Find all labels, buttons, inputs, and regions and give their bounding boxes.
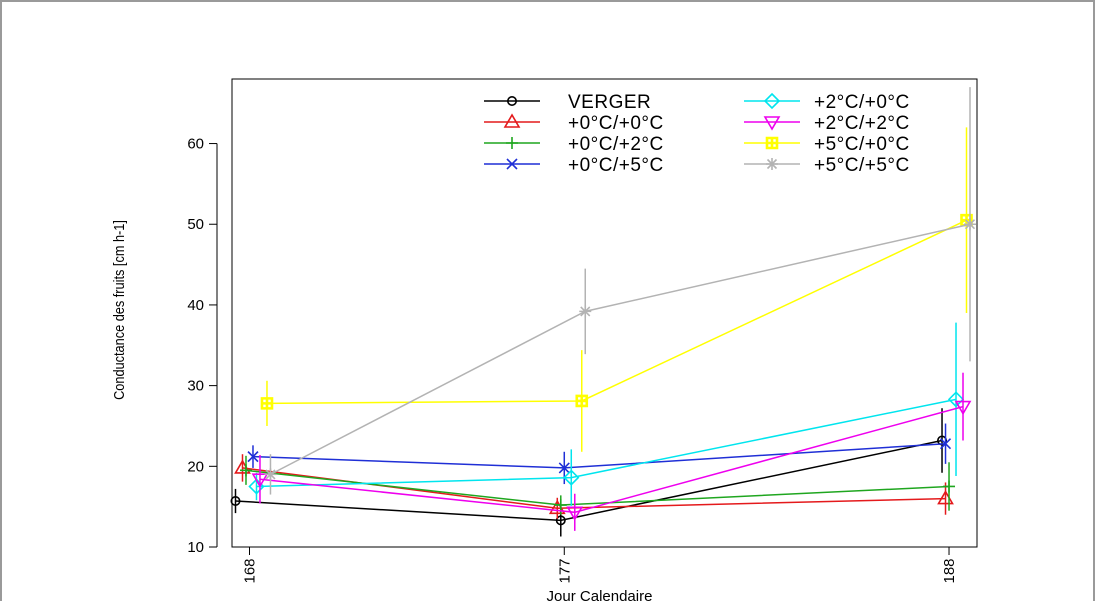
legend-label: +5°C/+5°C xyxy=(814,155,910,176)
legend-label: +0°C/+2°C xyxy=(568,134,664,155)
y-tick-label: 40 xyxy=(187,297,204,314)
data-point xyxy=(939,438,952,450)
series-line xyxy=(266,219,967,405)
legend-label: +5°C/+0°C xyxy=(814,134,910,155)
data-point xyxy=(563,469,580,486)
y-tick-label: 60 xyxy=(187,136,204,153)
legend-marker xyxy=(763,116,781,131)
series-7 xyxy=(264,87,977,495)
legend-item-1: +0°C/+0°C xyxy=(484,113,664,134)
series-5 xyxy=(251,372,972,531)
legend-marker xyxy=(506,137,518,149)
y-tick-label: 10 xyxy=(187,539,204,556)
data-point xyxy=(575,394,589,408)
legend-item-5: +2°C/+2°C xyxy=(744,113,910,134)
data-point xyxy=(251,473,269,488)
data-point xyxy=(954,400,972,416)
legend-item-3: +0°C/+5°C xyxy=(484,155,664,176)
data-point xyxy=(943,480,956,493)
x-tick-label: 177 xyxy=(556,558,573,583)
x-axis-title: Jour Calendaire xyxy=(547,588,653,603)
legend-item-7: +5°C/+5°C xyxy=(744,155,910,176)
series-2 xyxy=(239,455,956,515)
series-3 xyxy=(247,423,952,485)
legend-item-6: +5°C/+0°C xyxy=(744,134,910,155)
series-6 xyxy=(260,127,973,452)
series-line xyxy=(256,398,957,488)
data-point xyxy=(555,515,566,526)
legend-item-2: +0°C/+2°C xyxy=(484,134,664,155)
series-0 xyxy=(230,408,948,537)
data-point xyxy=(579,305,592,318)
legend-item-4: +2°C/+0°C xyxy=(744,92,910,113)
y-tick-label: 20 xyxy=(187,458,204,475)
x-tick-label: 188 xyxy=(941,558,958,583)
legend-marker xyxy=(506,158,518,170)
y-tick-label: 30 xyxy=(187,378,204,395)
series-line xyxy=(245,469,950,506)
legend-marker xyxy=(506,96,517,107)
data-point xyxy=(566,506,584,521)
series-line xyxy=(270,223,971,476)
data-point xyxy=(230,496,241,507)
legend-marker xyxy=(766,158,778,170)
legend-item-0: VERGER xyxy=(484,92,651,113)
series-4 xyxy=(248,322,965,506)
series-line xyxy=(252,442,946,469)
legend-marker xyxy=(765,136,779,150)
data-point xyxy=(947,391,965,408)
legend-label: +0°C/+5°C xyxy=(568,155,664,176)
legend-label: +2°C/+0°C xyxy=(814,92,910,113)
data-point xyxy=(260,397,274,410)
data-point xyxy=(964,218,977,231)
legend-label: +2°C/+2°C xyxy=(814,113,910,134)
legend-label: VERGER xyxy=(568,92,651,113)
y-axis-title: Conductance des fruits [cm h-1] xyxy=(110,220,127,400)
series-line xyxy=(259,405,964,514)
x-tick-label: 168 xyxy=(241,558,258,583)
data-point xyxy=(239,464,252,477)
legend-marker xyxy=(763,92,781,110)
data-point xyxy=(264,468,277,481)
legend-marker xyxy=(503,113,521,128)
data-point xyxy=(247,451,259,463)
series-1 xyxy=(234,454,954,519)
y-tick-label: 50 xyxy=(187,216,204,233)
legend-label: +0°C/+0°C xyxy=(568,113,664,134)
data-point xyxy=(558,462,570,474)
data-point xyxy=(554,499,567,512)
